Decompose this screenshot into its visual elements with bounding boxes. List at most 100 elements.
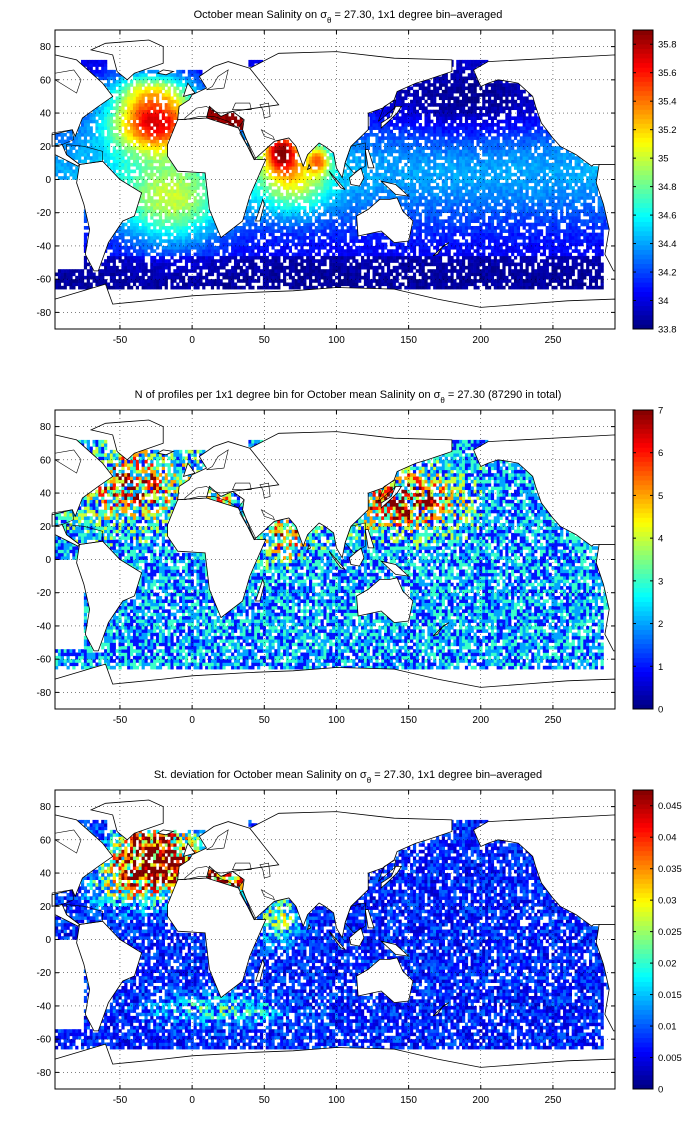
data-cell: [332, 166, 336, 170]
data-cell: [450, 262, 454, 267]
data-cell: [158, 242, 163, 247]
data-cell: [586, 169, 590, 174]
data-cell: [245, 275, 249, 280]
data-cell: [285, 272, 290, 277]
data-cell: [450, 282, 454, 287]
data-cell: [60, 166, 64, 170]
data-cell: [254, 222, 258, 227]
data-cell: [459, 179, 463, 184]
data-cell: [534, 269, 538, 273]
data-cell: [112, 242, 116, 247]
data-cell: [525, 202, 529, 207]
data-cell: [86, 275, 90, 280]
data-cell: [202, 282, 206, 287]
data-cell: [306, 222, 310, 227]
data-cell: [80, 159, 85, 164]
data-cell: [554, 169, 558, 174]
data-cell: [427, 232, 431, 237]
data-cell: [335, 242, 339, 247]
data-cell: [571, 242, 575, 247]
data-cell: [473, 272, 477, 277]
data-cell: [430, 219, 434, 223]
data-cell: [568, 212, 572, 217]
data-cell: [560, 229, 564, 233]
data-cell: [288, 216, 292, 220]
data-cell: [577, 239, 581, 243]
data-cell: [516, 212, 521, 217]
data-cell: [66, 279, 70, 283]
data-cell: [395, 272, 399, 277]
data-cell: [427, 169, 431, 174]
data-cell: [167, 226, 171, 230]
data-cell: [153, 239, 157, 243]
data-cell: [589, 189, 593, 194]
data-cell: [182, 202, 186, 207]
data-cell: [580, 202, 584, 207]
data-cell: [464, 226, 469, 230]
data-cell: [421, 265, 425, 270]
data-cell: [153, 285, 157, 290]
data-cell: [274, 239, 278, 243]
data-cell: [603, 226, 607, 230]
data-cell: [511, 189, 515, 194]
data-cell: [577, 262, 581, 267]
data-cell: [459, 172, 463, 177]
data-cell: [176, 229, 180, 233]
data-cell: [66, 176, 70, 180]
data-cell: [603, 222, 607, 227]
data-cell: [433, 212, 437, 217]
data-cell: [493, 272, 497, 277]
data-cell: [317, 226, 321, 230]
data-cell: [86, 282, 90, 287]
data-cell: [141, 192, 145, 197]
data-cell: [179, 206, 183, 210]
data-cell: [283, 272, 287, 277]
data-cell: [568, 245, 572, 250]
data-cell: [438, 239, 443, 243]
data-cell: [462, 232, 466, 237]
data-cell: [433, 279, 437, 283]
data-cell: [184, 216, 189, 220]
data-cell: [401, 172, 405, 177]
data-cell: [132, 282, 137, 287]
data-cell: [459, 196, 463, 200]
data-cell: [508, 222, 512, 227]
data-cell: [164, 282, 168, 287]
data-cell: [438, 279, 443, 283]
data-cell: [473, 182, 477, 187]
data-cell: [557, 206, 561, 210]
data-cell: [291, 285, 295, 290]
data-cell: [401, 242, 405, 247]
data-cell: [161, 189, 165, 194]
data-cell: [534, 179, 538, 184]
data-cell: [309, 259, 313, 263]
data-cell: [202, 275, 206, 280]
data-cell: [182, 265, 186, 270]
data-cell: [594, 216, 598, 220]
data-cell: [314, 169, 318, 174]
data-cell: [450, 229, 454, 233]
data-cell: [427, 229, 431, 233]
data-cell: [343, 196, 347, 200]
data-cell: [453, 245, 457, 250]
data-cell: [340, 282, 344, 287]
data-cell: [438, 259, 443, 263]
data-cell: [167, 252, 171, 257]
data-cell: [109, 272, 114, 277]
data-cell: [257, 229, 261, 233]
data-cell: [450, 202, 454, 207]
data-cell: [571, 222, 575, 227]
data-cell: [311, 206, 316, 210]
data-cell: [389, 192, 394, 197]
data-cell: [360, 186, 365, 190]
data-cell: [259, 226, 264, 230]
data-cell: [438, 219, 443, 223]
data-cell: [490, 196, 495, 200]
data-cell: [476, 179, 480, 184]
data-cell: [179, 232, 183, 237]
data-cell: [594, 166, 598, 170]
data-cell: [150, 202, 154, 207]
data-cell: [490, 239, 495, 243]
data-cell: [366, 196, 370, 200]
data-cell: [490, 222, 495, 227]
